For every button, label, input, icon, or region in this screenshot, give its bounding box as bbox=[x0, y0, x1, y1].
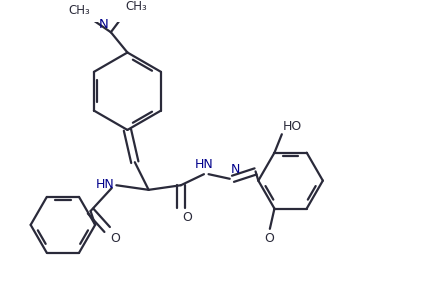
Text: O: O bbox=[110, 232, 120, 245]
Text: N: N bbox=[99, 18, 109, 31]
Text: HO: HO bbox=[283, 120, 302, 133]
Text: CH₃: CH₃ bbox=[126, 0, 147, 13]
Text: O: O bbox=[182, 211, 192, 224]
Text: HN: HN bbox=[194, 158, 213, 171]
Text: O: O bbox=[264, 232, 274, 245]
Text: N: N bbox=[230, 163, 240, 176]
Text: HN: HN bbox=[96, 178, 115, 191]
Text: CH₃: CH₃ bbox=[68, 4, 89, 17]
